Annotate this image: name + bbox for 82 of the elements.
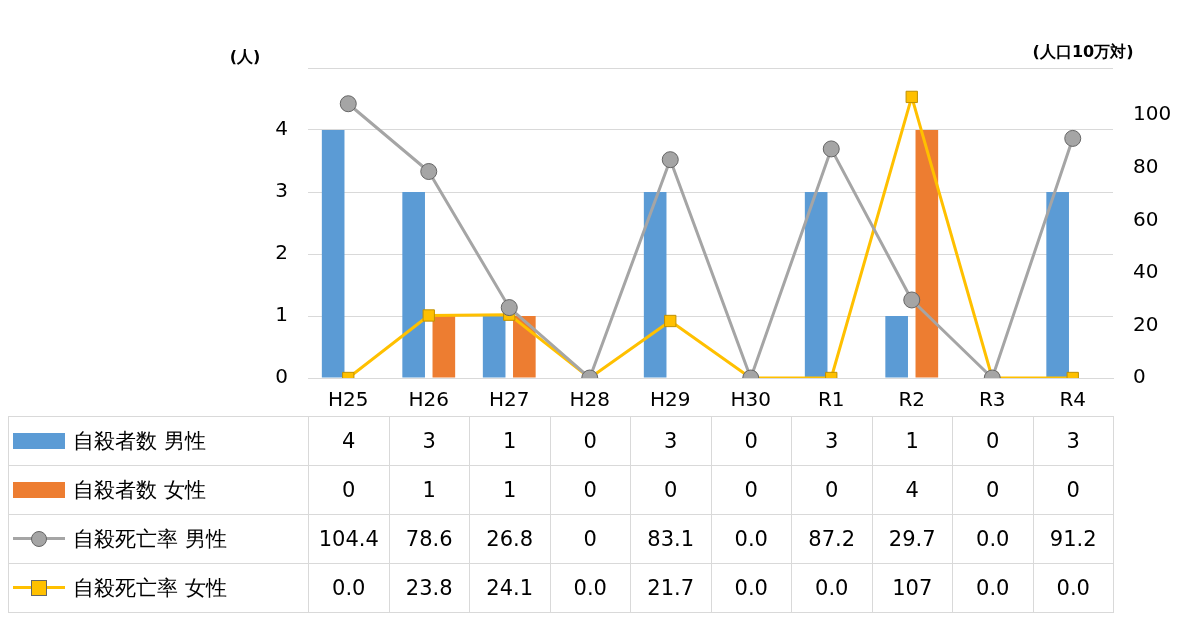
x-tick-label: R3 — [978, 387, 1006, 412]
y-tick-label: 4 — [275, 116, 288, 141]
y-tick-label: 0 — [275, 364, 288, 389]
y2-tick-label: 20 — [1133, 311, 1159, 336]
x-tick-label: H28 — [569, 387, 610, 412]
data-label: 0 — [550, 514, 631, 564]
y2-tick-label: 60 — [1133, 206, 1159, 231]
data-label: 78.6 — [389, 514, 470, 564]
data-label: 3 — [791, 416, 872, 466]
y2-tick-label: 40 — [1133, 259, 1159, 284]
data-label: 23.8 — [389, 563, 470, 613]
bar — [1046, 192, 1069, 378]
x-tick-label: H29 — [650, 387, 691, 412]
data-label: 0 — [550, 465, 631, 515]
data-label: 0 — [791, 465, 872, 515]
bar — [432, 316, 456, 378]
legend-label: 自殺者数 女性 — [73, 477, 206, 504]
data-label: 0 — [1033, 465, 1114, 515]
data-label: 1 — [389, 465, 470, 515]
point — [420, 163, 438, 181]
y-tick-label: 3 — [275, 178, 288, 203]
y-tick-label: 2 — [275, 240, 288, 265]
x-tick-label: H25 — [328, 387, 369, 412]
data-label: 1 — [469, 465, 550, 515]
data-label: 0 — [550, 416, 631, 466]
data-label: 0.0 — [308, 563, 389, 613]
data-label: 83.1 — [630, 514, 711, 564]
y-axis-title: (人) — [229, 47, 261, 67]
data-label: 1 — [469, 416, 550, 466]
legend-label: 自殺者数 男性 — [73, 428, 206, 455]
y2-tick-label: 0 — [1133, 364, 1146, 389]
data-label: 0 — [308, 465, 389, 515]
x-tick-label: H27 — [489, 387, 530, 412]
data-label: 0.0 — [711, 563, 792, 613]
bar — [885, 316, 908, 378]
bar — [402, 192, 425, 378]
data-label: 0.0 — [550, 563, 631, 613]
data-label: 87.2 — [791, 514, 872, 564]
data-label: 4 — [872, 465, 953, 515]
point — [822, 140, 840, 158]
x-tick-label: R2 — [898, 387, 926, 412]
data-label: 0 — [952, 416, 1033, 466]
data-label: 0 — [630, 465, 711, 515]
data-label: 3 — [630, 416, 711, 466]
data-label: 0 — [711, 465, 792, 515]
point — [1064, 129, 1082, 147]
x-tick-label: H30 — [730, 387, 771, 412]
x-tick-label: H26 — [408, 387, 449, 412]
bar — [915, 130, 939, 378]
data-label: 0.0 — [952, 514, 1033, 564]
y-tick-label: 1 — [275, 302, 288, 327]
legend-label: 自殺死亡率 男性 — [73, 526, 227, 553]
data-label: 104.4 — [308, 514, 389, 564]
y2-axis-title: (人口10万対) — [1032, 42, 1134, 62]
point — [339, 95, 357, 113]
data-label: 21.7 — [630, 563, 711, 613]
bar — [321, 130, 345, 378]
legend-label: 自殺死亡率 女性 — [73, 575, 227, 602]
data-label: 1 — [872, 416, 953, 466]
bar — [482, 316, 506, 378]
data-label: 0.0 — [952, 563, 1033, 613]
data-label: 3 — [389, 416, 470, 466]
data-label: 29.7 — [872, 514, 953, 564]
data-label: 26.8 — [469, 514, 550, 564]
data-label: 0.0 — [711, 514, 792, 564]
y2-tick-label: 80 — [1133, 154, 1159, 179]
data-label: 0.0 — [1033, 563, 1114, 613]
data-label: 0 — [711, 416, 792, 466]
data-label: 24.1 — [469, 563, 550, 613]
data-label: 4 — [308, 416, 389, 466]
data-label: 3 — [1033, 416, 1114, 466]
x-tick-label: R1 — [817, 387, 845, 412]
data-label: 0 — [952, 465, 1033, 515]
point — [905, 90, 918, 104]
data-label: 107 — [872, 563, 953, 613]
point — [661, 151, 679, 169]
x-tick-label: R4 — [1059, 387, 1087, 412]
y2-tick-label: 100 — [1133, 101, 1172, 126]
data-label: 91.2 — [1033, 514, 1114, 564]
bar — [804, 192, 828, 378]
bar — [643, 192, 667, 378]
data-label: 0.0 — [791, 563, 872, 613]
